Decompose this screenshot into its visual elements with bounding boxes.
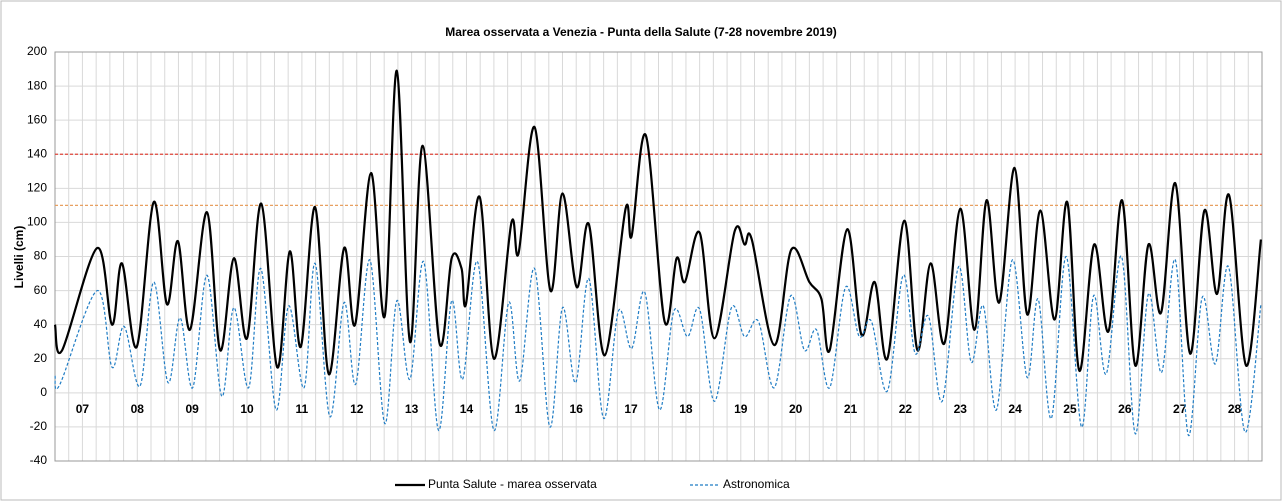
y-tick-label: 40 [34, 317, 48, 331]
x-tick-label: 14 [460, 402, 474, 416]
x-tick-label: 12 [350, 402, 364, 416]
y-tick-label: 200 [27, 44, 47, 58]
x-tick-label: 25 [1063, 402, 1077, 416]
x-tick-label: 24 [1008, 402, 1022, 416]
y-tick-label: 100 [27, 215, 47, 229]
y-tick-label: 20 [34, 351, 48, 365]
legend-label: Astronomica [723, 477, 790, 491]
x-tick-label: 26 [1118, 402, 1132, 416]
x-tick-label: 09 [185, 402, 199, 416]
x-tick-label: 28 [1228, 402, 1242, 416]
x-tick-label: 07 [76, 402, 90, 416]
series-line [54, 255, 1262, 437]
y-tick-label: 140 [27, 146, 47, 160]
plot-border [54, 51, 1263, 462]
y-tick-label: -40 [30, 453, 48, 467]
x-tick-label: 22 [899, 402, 913, 416]
x-tick-label: 27 [1173, 402, 1187, 416]
x-tick-label: 13 [405, 402, 419, 416]
x-tick-label: 16 [570, 402, 584, 416]
y-tick-label: 180 [27, 78, 47, 92]
y-tick-label: 80 [34, 249, 48, 263]
y-axis-label: Livelli (cm) [12, 226, 26, 289]
x-tick-label: 19 [734, 402, 748, 416]
x-tick-label: 20 [789, 402, 803, 416]
y-tick-label: 120 [27, 181, 47, 195]
x-tick-label: 15 [515, 402, 529, 416]
x-tick-label: 17 [624, 402, 638, 416]
y-tick-label: -20 [30, 419, 48, 433]
y-tick-label: 60 [34, 283, 48, 297]
x-tick-label: 18 [679, 402, 693, 416]
series-line [53, 69, 1262, 376]
legend-label: Punta Salute - marea osservata [428, 477, 597, 491]
x-tick-label: 11 [296, 402, 309, 416]
x-tick-label: 10 [240, 402, 254, 416]
y-tick-label: 0 [40, 385, 47, 399]
x-tick-label: 08 [131, 402, 145, 416]
x-tick-label: 21 [844, 402, 858, 416]
x-tick-label: 23 [954, 402, 968, 416]
y-tick-label: 160 [27, 112, 47, 126]
chart-title: Marea osservata a Venezia - Punta della … [445, 25, 837, 39]
